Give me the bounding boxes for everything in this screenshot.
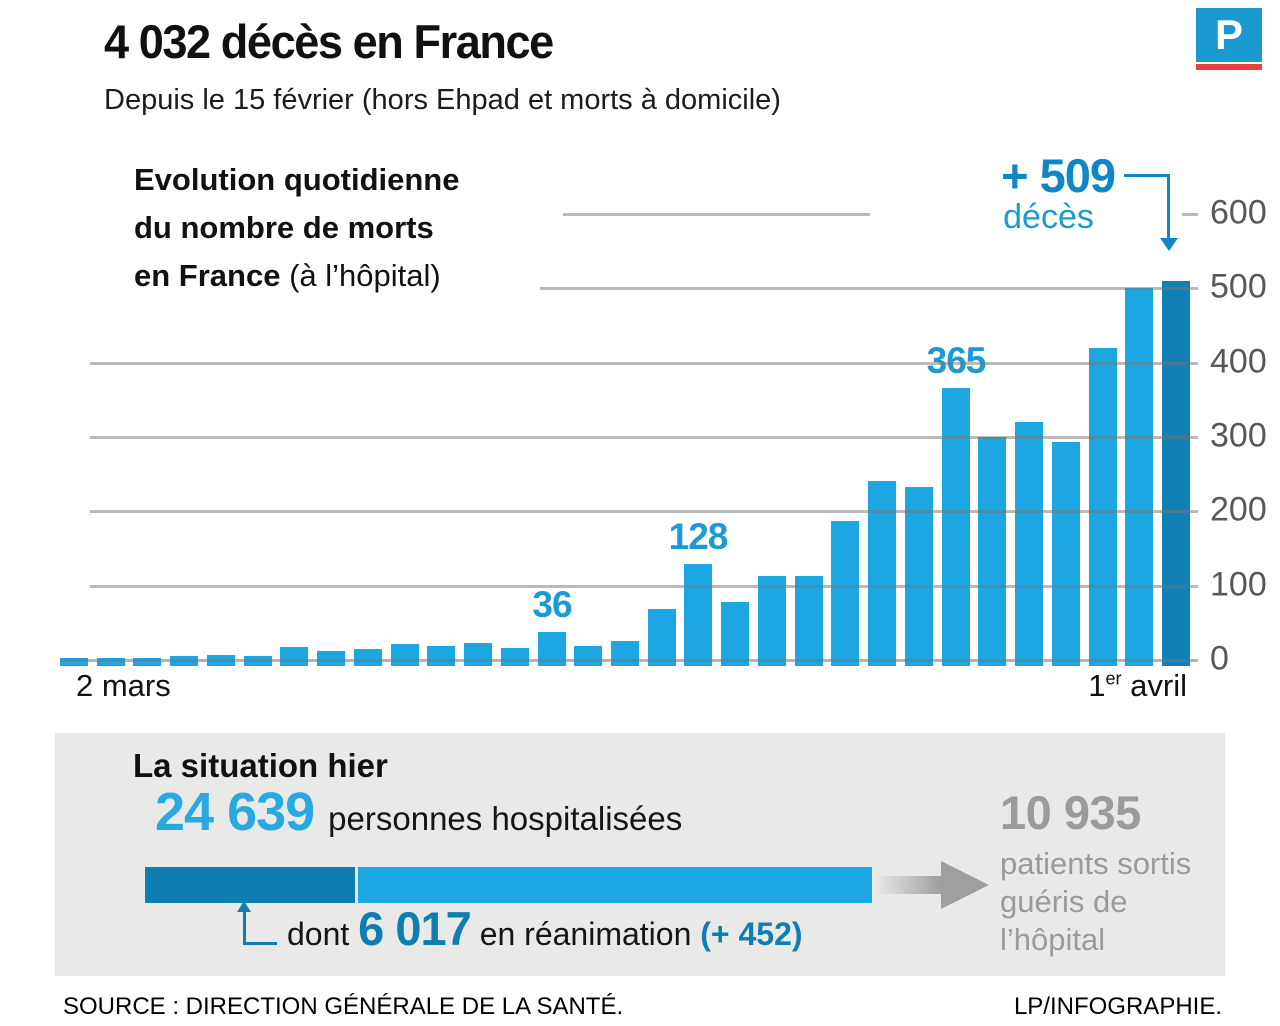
hospitalized-line: 24 639 personnes hospitalisées bbox=[155, 781, 682, 843]
logo-square: P bbox=[1196, 8, 1262, 62]
ward-bar-segment bbox=[358, 867, 872, 903]
bar-day-16 bbox=[648, 609, 676, 666]
gridline-100 bbox=[90, 585, 1198, 588]
bar-day-11 bbox=[464, 643, 492, 666]
recovered-value: 10 935 bbox=[1000, 786, 1141, 839]
icu-pointer-foot bbox=[243, 942, 277, 945]
bar-day-23 bbox=[905, 487, 933, 666]
hospitalized-bar bbox=[145, 867, 872, 903]
icu-prefix: dont bbox=[287, 916, 359, 952]
icu-bar-segment bbox=[145, 867, 355, 903]
chart-title-line1: Evolution quotidienne bbox=[134, 162, 460, 197]
bar-day-10 bbox=[427, 646, 455, 666]
icu-label: en réanimation bbox=[470, 916, 701, 952]
bar-day-1 bbox=[97, 658, 125, 666]
y-tick-label-300: 300 bbox=[1210, 416, 1267, 455]
bar-day-20 bbox=[795, 576, 823, 666]
bar-day-30 bbox=[1162, 281, 1190, 666]
x-axis-label-start: 2 mars bbox=[76, 668, 171, 703]
bar-day-8 bbox=[354, 649, 382, 666]
bar-day-12 bbox=[501, 648, 529, 666]
gridline-500 bbox=[540, 287, 1198, 290]
y-tick-label-100: 100 bbox=[1210, 565, 1267, 604]
gridline-600-tick bbox=[1182, 213, 1198, 216]
bar-day-21 bbox=[831, 521, 859, 666]
bar-day-6 bbox=[280, 647, 308, 666]
chart-title-line2: du nombre de morts bbox=[134, 210, 434, 245]
y-tick-label-200: 200 bbox=[1210, 490, 1267, 529]
bar-day-28 bbox=[1089, 348, 1117, 666]
gridline-300 bbox=[90, 436, 1198, 439]
y-tick-label-0: 0 bbox=[1210, 639, 1229, 678]
bar-day-26 bbox=[1015, 422, 1043, 666]
bar-day-17 bbox=[684, 564, 712, 666]
annotation-arrow-hline bbox=[1124, 174, 1170, 177]
logo-letter: P bbox=[1214, 11, 1243, 58]
bar-day-0 bbox=[60, 658, 88, 666]
source-note: SOURCE : DIRECTION GÉNÉRALE DE LA SANTÉ. bbox=[63, 993, 624, 1020]
gridline-0 bbox=[60, 659, 1198, 662]
y-tick-label-600: 600 bbox=[1210, 193, 1267, 232]
bar-day-9 bbox=[391, 644, 419, 666]
logo-red-stripe bbox=[1196, 64, 1262, 70]
bar-day-19 bbox=[758, 576, 786, 666]
callout-365: 365 bbox=[926, 340, 987, 381]
chart-title-line3: en France (à l’hôpital) bbox=[134, 258, 441, 293]
icu-pointer-up-icon bbox=[237, 901, 251, 912]
chart-title: Evolution quotidienne du nombre de morts… bbox=[134, 156, 459, 300]
bar-day-2 bbox=[133, 658, 161, 666]
y-tick-label-400: 400 bbox=[1210, 342, 1267, 381]
credit-note: LP/INFOGRAPHIE. bbox=[1013, 993, 1222, 1020]
callout-128: 128 bbox=[668, 516, 729, 557]
page-title: 4 032 décès en France bbox=[104, 15, 554, 68]
icu-line: dont 6 017 en réanimation (+ 452) bbox=[287, 901, 803, 956]
bar-day-22 bbox=[868, 481, 896, 666]
bar-day-29 bbox=[1125, 288, 1153, 666]
gridline-200 bbox=[90, 510, 1198, 513]
bar-day-15 bbox=[611, 641, 639, 666]
situation-panel: La situation hier 24 639 personnes hospit… bbox=[55, 733, 1225, 976]
bar-day-14 bbox=[574, 646, 602, 666]
x-axis-label-end: 1er avril bbox=[1088, 668, 1187, 703]
annotation-arrow-down-icon bbox=[1160, 238, 1178, 251]
recovered-arrow-body bbox=[875, 876, 941, 894]
situation-heading: La situation hier bbox=[133, 747, 388, 784]
annotation-arrow-vline bbox=[1167, 174, 1170, 238]
annotation-509-value: + 509 bbox=[1001, 149, 1116, 202]
annotation-509-unit: décès bbox=[1003, 198, 1094, 236]
icu-pointer-line bbox=[243, 911, 246, 945]
bar-day-27 bbox=[1052, 442, 1080, 666]
hospitalized-value: 24 639 bbox=[155, 782, 315, 842]
callout-36: 36 bbox=[532, 584, 572, 625]
y-tick-label-500: 500 bbox=[1210, 267, 1267, 306]
gridline-600a bbox=[563, 213, 870, 216]
bar-day-25 bbox=[978, 437, 1006, 666]
bar-day-7 bbox=[317, 651, 345, 666]
icu-delta: (+ 452) bbox=[700, 916, 803, 952]
gridline-400 bbox=[90, 362, 1198, 365]
le-parisien-logo: P bbox=[1196, 8, 1262, 70]
recovered-label: patients sortis guéris de l’hôpital bbox=[1000, 846, 1192, 957]
bar-day-24 bbox=[942, 388, 970, 666]
hospitalized-label: personnes hospitalisées bbox=[328, 800, 683, 837]
recovered-arrow-head-icon bbox=[941, 861, 989, 909]
page-subtitle: Depuis le 15 février (hors Ehpad et mort… bbox=[104, 84, 781, 116]
icu-value: 6 017 bbox=[358, 902, 472, 955]
bar-day-18 bbox=[721, 602, 749, 666]
bar-chart-plot: 600 500 400 300 200 100 0 36 128 365 bbox=[60, 194, 1267, 678]
